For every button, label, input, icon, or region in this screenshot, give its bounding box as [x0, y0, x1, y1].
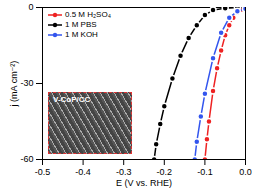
svg-text:0.0: 0.0	[239, 167, 252, 177]
html-text:1 M KOH: 1 M KOH	[65, 30, 98, 39]
svg-text:E (V vs. RHE): E (V vs. RHE)	[116, 178, 172, 188]
svg-text:-0.2: -0.2	[157, 167, 173, 177]
html-text:V-CoP/CC: V-CoP/CC	[53, 95, 91, 104]
svg-text:-0.4: -0.4	[75, 167, 91, 177]
svg-text:-30: -30	[20, 78, 33, 88]
html-text:0.5 M H₂SO₄: 0.5 M H₂SO₄	[65, 10, 111, 19]
svg-text:0: 0	[28, 2, 33, 12]
svg-text:-0.3: -0.3	[116, 167, 132, 177]
svg-text:-60: -60	[20, 154, 33, 164]
svg-text:j (mA cm⁻²): j (mA cm⁻²)	[9, 61, 19, 108]
html-text:1 M PBS: 1 M PBS	[65, 20, 97, 29]
svg-text:-0.5: -0.5	[35, 167, 51, 177]
svg-text:-0.1: -0.1	[197, 167, 213, 177]
